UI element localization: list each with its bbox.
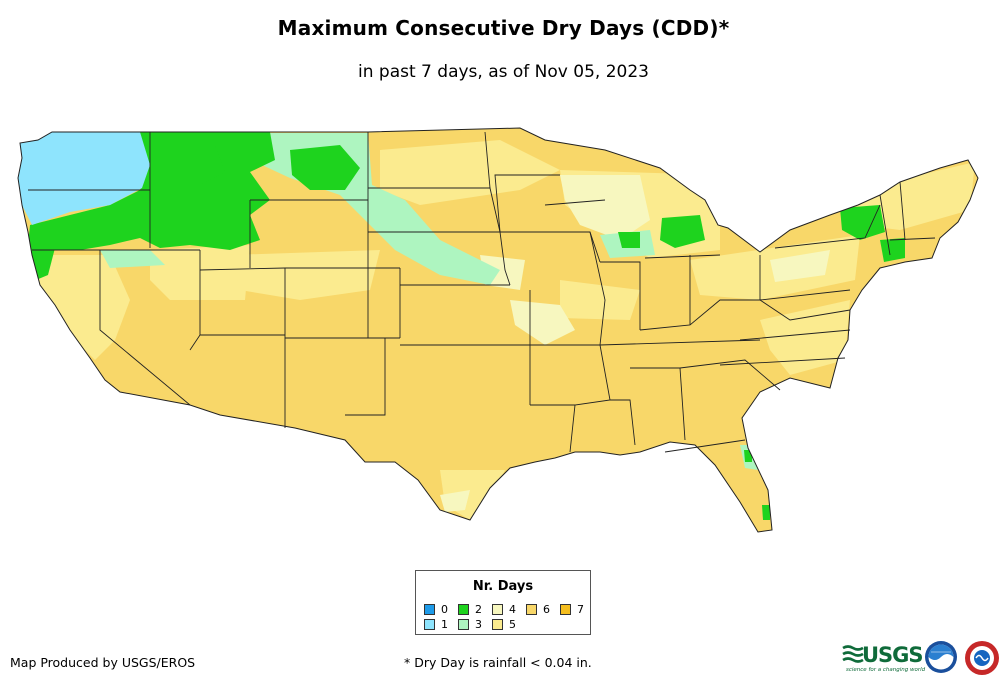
legend-item-3: 3	[458, 619, 482, 631]
legend-item-2: 2	[458, 604, 482, 616]
us-cdd-map	[17, 127, 979, 533]
legend-swatch-0	[424, 604, 435, 615]
legend: Nr. Days 0 1 2 3 4 5 6 7	[415, 570, 591, 635]
legend-label-5: 5	[509, 618, 516, 631]
cdd-2-day-regions	[28, 132, 905, 520]
legend-label-6: 6	[543, 603, 550, 616]
legend-item-7: 7	[560, 604, 584, 616]
legend-item-0: 0	[424, 604, 448, 616]
map-title: Maximum Consecutive Dry Days (CDD)*	[277, 16, 730, 40]
legend-title: Nr. Days	[472, 579, 534, 594]
state-boundaries	[28, 131, 936, 453]
usgs-logo-text: USGS	[862, 643, 924, 667]
dry-day-footnote: * Dry Day is rainfall < 0.04 in.	[404, 655, 592, 670]
legend-item-4: 4	[492, 604, 516, 616]
legend-label-2: 2	[475, 603, 482, 616]
legend-swatch-7	[560, 604, 571, 615]
noaa-logo-icon	[925, 641, 957, 673]
legend-swatch-1	[424, 619, 435, 630]
legend-swatch-2	[458, 604, 469, 615]
usgs-wave-icon	[842, 645, 864, 663]
legend-label-0: 0	[441, 603, 448, 616]
legend-swatch-5	[492, 619, 503, 630]
legend-label-4: 4	[509, 603, 516, 616]
legend-label-3: 3	[475, 618, 482, 631]
agency-logos: USGS science for a changing world	[842, 638, 1002, 678]
map-subtitle: in past 7 days, as of Nov 05, 2023	[358, 62, 649, 82]
legend-swatch-6	[526, 604, 537, 615]
usgs-tagline: science for a changing world	[846, 667, 926, 673]
legend-label-7: 7	[577, 603, 584, 616]
legend-item-5: 5	[492, 619, 516, 631]
cdd-4-day-regions	[440, 175, 830, 512]
nws-logo-icon	[965, 641, 999, 675]
legend-item-1: 1	[424, 619, 448, 631]
legend-item-6: 6	[526, 604, 550, 616]
producer-credit: Map Produced by USGS/EROS	[10, 655, 196, 670]
legend-swatch-4	[492, 604, 503, 615]
cdd-regions	[18, 132, 975, 520]
cdd-1-day-regions	[18, 132, 150, 225]
legend-swatch-3	[458, 619, 469, 630]
legend-label-1: 1	[441, 618, 448, 631]
